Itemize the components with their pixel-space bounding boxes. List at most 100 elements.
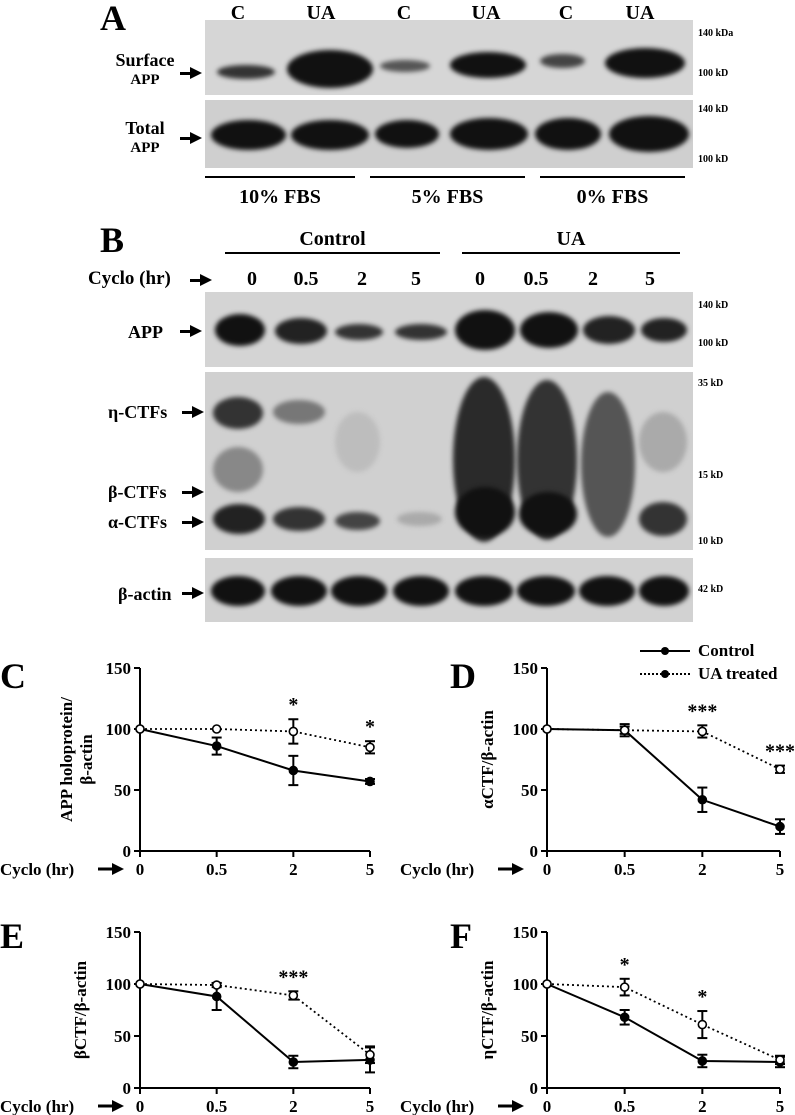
mw-actin: 42 kD [698,584,724,595]
data-point-ua [542,979,552,989]
mw-surface-bottom: 100 kD [698,68,729,79]
significance-marker: *** [765,741,795,763]
row-label-beta-ctfs: β-CTFs [108,482,167,502]
panel-c-letter: C [0,656,26,696]
chart-c: C 0 50 100 150 0 0.5 2 5 Cyclo (hr) APP holoprotei… [0,656,375,879]
blot-surface-app [205,20,693,95]
series-line-control [139,983,371,1064]
y-tick-label: 0 [123,842,132,861]
y-axis-label: APP holoprotein/β-actin [57,697,96,822]
timepoint-b-3: 2 [357,268,367,290]
underline-10fbs [205,176,355,178]
lane-label-a-3: C [396,2,412,24]
y-tick-label: 100 [513,720,539,739]
x-tick-label: 2 [698,1097,707,1115]
legend-ua-label: UA treated [698,664,778,683]
condition-5fbs: 5% FBS [411,186,484,208]
data-point-control [365,776,375,787]
y-tick-label: 0 [530,842,539,861]
row-label-surface-line1: Surface [115,50,175,70]
x-tick-label: 0.5 [206,860,227,879]
data-point-ua [619,725,630,736]
x-tick-label: 5 [776,1097,785,1115]
underline-ua [462,252,680,254]
data-point-ua [619,982,630,992]
data-point-ua [211,980,222,990]
x-tick-label: 0 [136,1097,145,1115]
group-label-ua: UA [556,228,586,250]
data-point-ua [135,724,145,734]
lane-label-a-4: UA [471,2,501,24]
y-axis-label-line1: APP holoprotein/ [57,697,76,822]
row-label-alpha-ctfs: α-CTFs [108,512,168,532]
mw-surface-top: 140 kDa [698,28,734,39]
cyclo-arrow-head [512,1100,524,1112]
data-point-control [697,1056,708,1066]
y-axis-label: αCTF/β-actin [478,710,497,809]
series-line-ua [140,728,371,749]
y-tick-label: 0 [123,1079,132,1098]
data-point-control [619,1012,630,1023]
significance-marker: * [697,986,707,1008]
mw-app-b-top: 140 kD [698,300,729,311]
y-tick-label: 50 [521,781,538,800]
x-tick-label: 2 [289,860,298,879]
blot-app-b [205,292,693,367]
x-tick-label: 0 [543,860,552,879]
mw-total-bottom: 100 kD [698,154,729,165]
chart-e: E 0 50 100 150 0 0.5 2 5 Cyclo (hr) βCTF/β-actin **… [0,916,375,1115]
panel-d-letter: D [450,656,476,696]
y-tick-label: 150 [513,923,539,942]
data-point-ua [135,979,145,989]
data-point-ua [288,726,299,737]
significance-marker: *** [687,700,717,722]
chart-f: F 0 50 100 150 0 0.5 2 5 Cyclo (hr) ηCTF/β-actin * * [400,916,785,1115]
x-axis-label: Cyclo (hr) [400,860,474,879]
y-tick-label: 50 [521,1027,538,1046]
mw-ctf-top: 35 kD [698,378,724,389]
timepoint-b-8: 5 [645,268,655,290]
row-label-total-line1: Total [125,118,165,138]
data-point-control [775,821,785,832]
data-point-ua [542,724,552,734]
x-axis-label: Cyclo (hr) [400,1097,474,1115]
cyclo-label-b: Cyclo (hr) [88,268,171,289]
y-tick-label: 0 [530,1079,539,1098]
underline-5fbs [370,176,525,178]
data-point-control [288,1057,299,1067]
blot-total-app [205,100,693,168]
row-label-total-line2: APP [130,140,160,156]
series-line-control [546,728,781,828]
x-tick-label: 0.5 [614,860,635,879]
x-tick-label: 2 [698,860,707,879]
legend-control-label: Control [698,641,755,660]
series-line-control [139,728,371,783]
y-tick-label: 150 [513,659,539,678]
significance-marker: *** [278,966,308,988]
y-axis-label-line2: β-actin [77,734,96,785]
data-point-control [288,765,299,776]
series-line-ua [139,983,371,1056]
data-point-ua [775,764,785,775]
underline-control [225,252,440,254]
row-label-beta-actin: β-actin [118,584,172,604]
x-tick-label: 0 [136,860,145,879]
y-tick-label: 100 [513,975,539,994]
x-tick-label: 5 [366,860,375,879]
lane-label-a-1: C [230,2,246,24]
row-label-eta-ctfs: η-CTFs [108,402,168,422]
timepoint-b-2: 0.5 [293,268,319,290]
y-tick-label: 100 [106,720,132,739]
data-point-ua [365,1049,375,1060]
x-tick-label: 2 [289,1097,298,1115]
group-label-control: Control [299,228,366,250]
row-label-total-app: Total APP [100,118,190,158]
y-tick-label: 100 [106,975,132,994]
data-point-ua [775,1055,785,1065]
data-point-ua [697,1019,708,1030]
cyclo-arrow-head [112,1100,124,1112]
cyclo-arrow-head [512,863,524,875]
x-axis-label: Cyclo (hr) [0,1097,74,1115]
cyclo-arrow-head [112,863,124,875]
